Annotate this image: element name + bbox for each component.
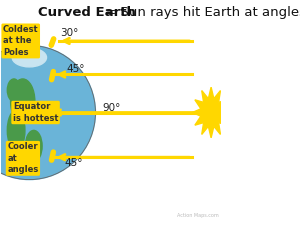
Text: = Sun rays hit Earth at angles: = Sun rays hit Earth at angles — [101, 6, 300, 19]
Ellipse shape — [12, 48, 46, 67]
Polygon shape — [192, 87, 230, 138]
Text: 45°: 45° — [67, 64, 85, 74]
Text: Equator
is hottest: Equator is hottest — [13, 102, 58, 123]
Text: 30°: 30° — [60, 28, 79, 38]
Text: Coldest
at the
Poles: Coldest at the Poles — [3, 25, 38, 57]
Text: Curved Earth: Curved Earth — [38, 6, 136, 19]
Text: Cooler
at
angles: Cooler at angles — [7, 142, 39, 174]
Circle shape — [0, 45, 95, 180]
Ellipse shape — [11, 79, 35, 124]
Text: Action Maps.com: Action Maps.com — [177, 213, 219, 218]
Ellipse shape — [26, 130, 42, 162]
Ellipse shape — [7, 110, 25, 151]
Ellipse shape — [7, 79, 20, 101]
Text: 90°: 90° — [102, 103, 120, 113]
Text: 45°: 45° — [64, 158, 83, 168]
Circle shape — [202, 103, 220, 122]
